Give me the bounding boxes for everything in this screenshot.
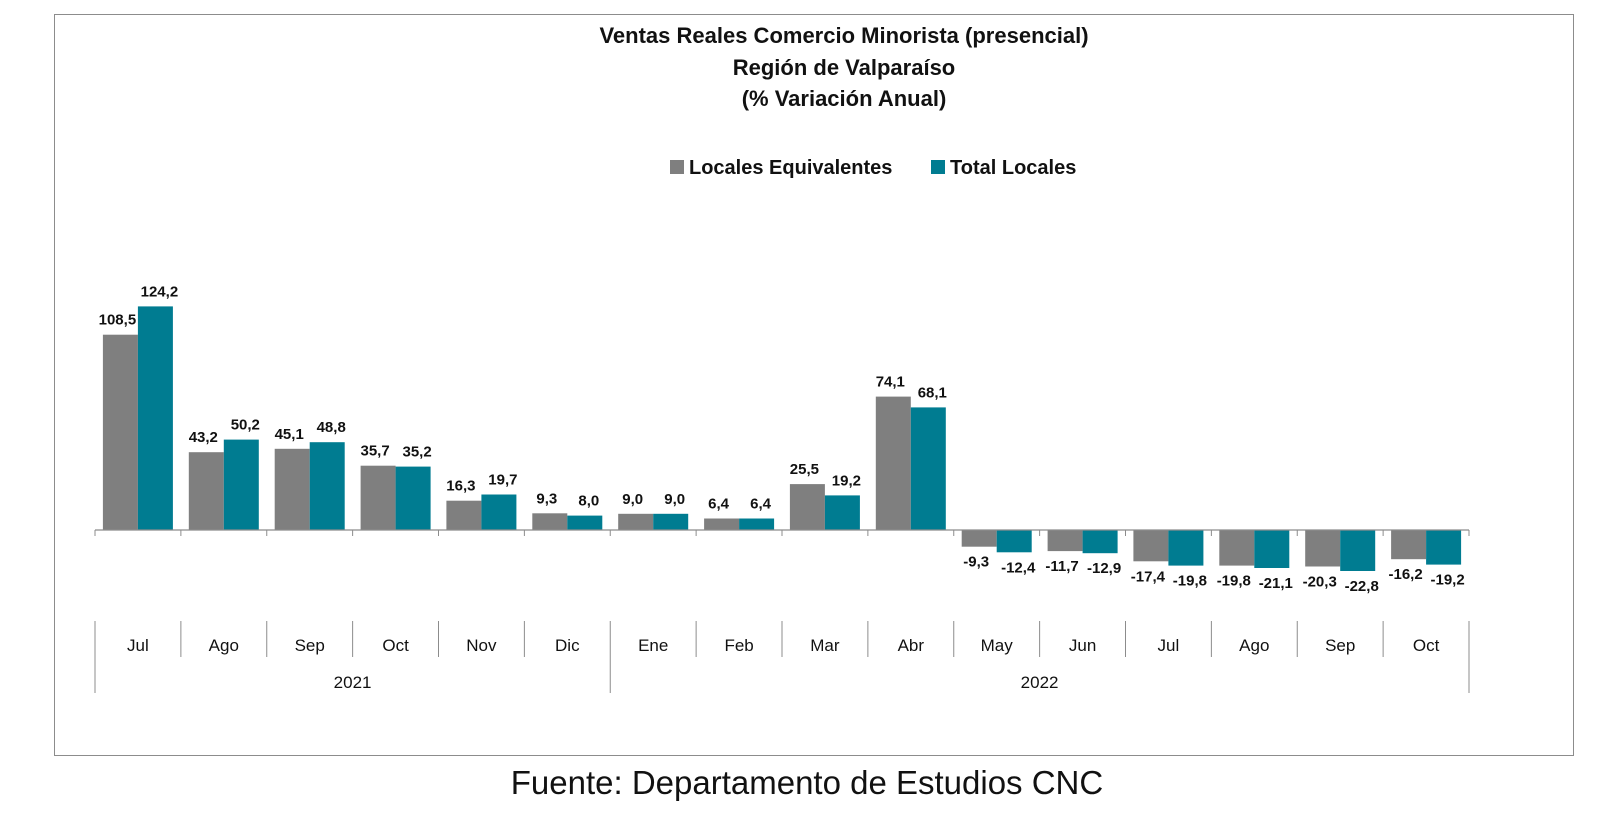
chart-title-line-2: Región de Valparaíso — [733, 55, 956, 80]
data-label-s2-8: 19,2 — [832, 472, 861, 489]
x-tick-label-8: Mar — [810, 636, 840, 655]
bar-s1-4 — [446, 500, 482, 530]
bar-s1-14 — [1305, 530, 1341, 567]
data-label-s1-9: 74,1 — [876, 374, 905, 391]
data-label-s2-2: 48,8 — [317, 419, 346, 436]
legend-label-total-locales: Total Locales — [950, 157, 1076, 179]
data-label-s2-0: 124,2 — [141, 283, 179, 300]
data-label-s2-12: -19,8 — [1173, 573, 1207, 590]
data-label-s1-14: -20,3 — [1303, 574, 1337, 591]
x-tick-label-6: Ene — [638, 636, 668, 655]
x-tick-label-7: Feb — [724, 636, 753, 655]
chart-title-line-3: (% Variación Anual) — [742, 86, 947, 111]
bar-s1-5 — [532, 513, 568, 530]
bar-s1-0 — [102, 334, 138, 530]
data-label-s2-9: 68,1 — [918, 384, 947, 401]
legend: Locales Equivalentes Total Locales — [670, 157, 1076, 179]
data-label-s1-13: -19,8 — [1217, 573, 1251, 590]
bar-s2-8 — [824, 495, 860, 530]
x-tick-label-10: May — [981, 636, 1014, 655]
x-tick-label-14: Sep — [1325, 636, 1355, 655]
bar-s2-12 — [1168, 530, 1204, 566]
legend-swatch-total-locales — [931, 160, 945, 174]
bar-s1-9 — [875, 396, 911, 530]
data-label-s1-2: 45,1 — [275, 426, 304, 443]
data-label-s2-3: 35,2 — [402, 444, 431, 461]
data-label-s2-5: 8,0 — [578, 493, 599, 510]
bar-s1-6 — [618, 513, 654, 530]
legend-swatch-locales-equivalentes — [670, 160, 684, 174]
bar-s2-0 — [137, 306, 173, 530]
bar-s2-15 — [1426, 530, 1462, 565]
bar-s1-3 — [360, 465, 396, 530]
data-label-s1-10: -9,3 — [963, 554, 989, 571]
legend-label-locales-equivalentes: Locales Equivalentes — [689, 157, 892, 179]
year-label-2021: 2021 — [334, 673, 372, 692]
bar-s2-13 — [1254, 530, 1290, 568]
x-tick-label-15: Oct — [1413, 636, 1440, 655]
data-label-s2-11: -12,9 — [1087, 560, 1121, 577]
data-label-s1-6: 9,0 — [622, 491, 643, 508]
data-label-s2-13: -21,1 — [1259, 575, 1293, 592]
data-label-s1-8: 25,5 — [790, 461, 819, 478]
data-label-s2-15: -19,2 — [1430, 572, 1464, 589]
chart-svg: Ventas Reales Comercio Minorista (presen… — [94, 23, 1470, 693]
data-label-s2-1: 50,2 — [231, 417, 260, 434]
chart-title-line-1: Ventas Reales Comercio Minorista (presen… — [599, 23, 1088, 48]
bar-s1-1 — [188, 452, 224, 530]
x-tick-label-12: Jul — [1158, 636, 1180, 655]
bar-s2-11 — [1082, 530, 1118, 554]
bar-s2-6 — [653, 513, 689, 530]
bar-s2-9 — [910, 407, 946, 530]
x-tick-label-1: Ago — [209, 636, 239, 655]
x-tick-label-5: Dic — [555, 636, 580, 655]
bar-s1-10 — [961, 530, 997, 547]
bar-s2-2 — [309, 442, 345, 530]
data-label-s2-14: -22,8 — [1345, 578, 1379, 595]
bar-s2-10 — [996, 530, 1032, 553]
data-label-s1-15: -16,2 — [1388, 566, 1422, 583]
bar-s1-8 — [789, 484, 825, 530]
bar-s1-2 — [274, 448, 310, 530]
data-label-s1-1: 43,2 — [189, 429, 218, 446]
bar-s2-5 — [567, 515, 603, 530]
bar-s1-7 — [704, 518, 740, 530]
data-label-s2-7: 6,4 — [750, 496, 772, 513]
x-tick-label-4: Nov — [466, 636, 497, 655]
bar-s1-11 — [1047, 530, 1083, 552]
bar-s2-4 — [481, 494, 517, 530]
data-labels: 108,5 43,2 45,1 35,7 16,3 9,3 9,0 6,4 25,5 74,1 -9… — [99, 283, 1465, 595]
data-label-s1-7: 6,4 — [708, 496, 730, 513]
year-label-2022: 2022 — [1021, 673, 1059, 692]
data-label-s1-3: 35,7 — [360, 443, 389, 460]
bar-s2-3 — [395, 466, 431, 530]
bar-s2-7 — [739, 518, 775, 530]
chart-frame: Ventas Reales Comercio Minorista (presen… — [54, 14, 1574, 756]
data-label-s1-11: -11,7 — [1045, 558, 1078, 575]
bar-s1-15 — [1391, 530, 1427, 560]
x-tick-label-11: Jun — [1069, 636, 1096, 655]
bar-s1-13 — [1219, 530, 1255, 566]
bar-s2-14 — [1340, 530, 1376, 571]
data-label-s1-0: 108,5 — [99, 312, 137, 329]
x-axis: Jul Ago Sep Oct Nov Dic Ene Feb Mar Abr May Jun Jul A… — [94, 529, 1470, 693]
chart-title: Ventas Reales Comercio Minorista (presen… — [599, 23, 1088, 111]
x-tick-label-0: Jul — [127, 636, 149, 655]
bars — [102, 306, 1462, 571]
data-label-s1-5: 9,3 — [536, 490, 557, 507]
data-label-s2-10: -12,4 — [1001, 559, 1036, 576]
data-label-s1-12: -17,4 — [1131, 568, 1166, 585]
data-label-s2-4: 19,7 — [488, 472, 517, 489]
x-tick-label-13: Ago — [1239, 636, 1269, 655]
x-tick-label-3: Oct — [382, 636, 409, 655]
source-note: Fuente: Departamento de Estudios CNC — [510, 764, 1104, 801]
x-tick-label-2: Sep — [295, 636, 325, 655]
bar-s1-12 — [1133, 530, 1169, 562]
x-tick-label-9: Abr — [898, 636, 925, 655]
bar-s2-1 — [223, 439, 259, 530]
data-label-s1-4: 16,3 — [446, 478, 475, 495]
data-label-s2-6: 9,0 — [664, 491, 685, 508]
